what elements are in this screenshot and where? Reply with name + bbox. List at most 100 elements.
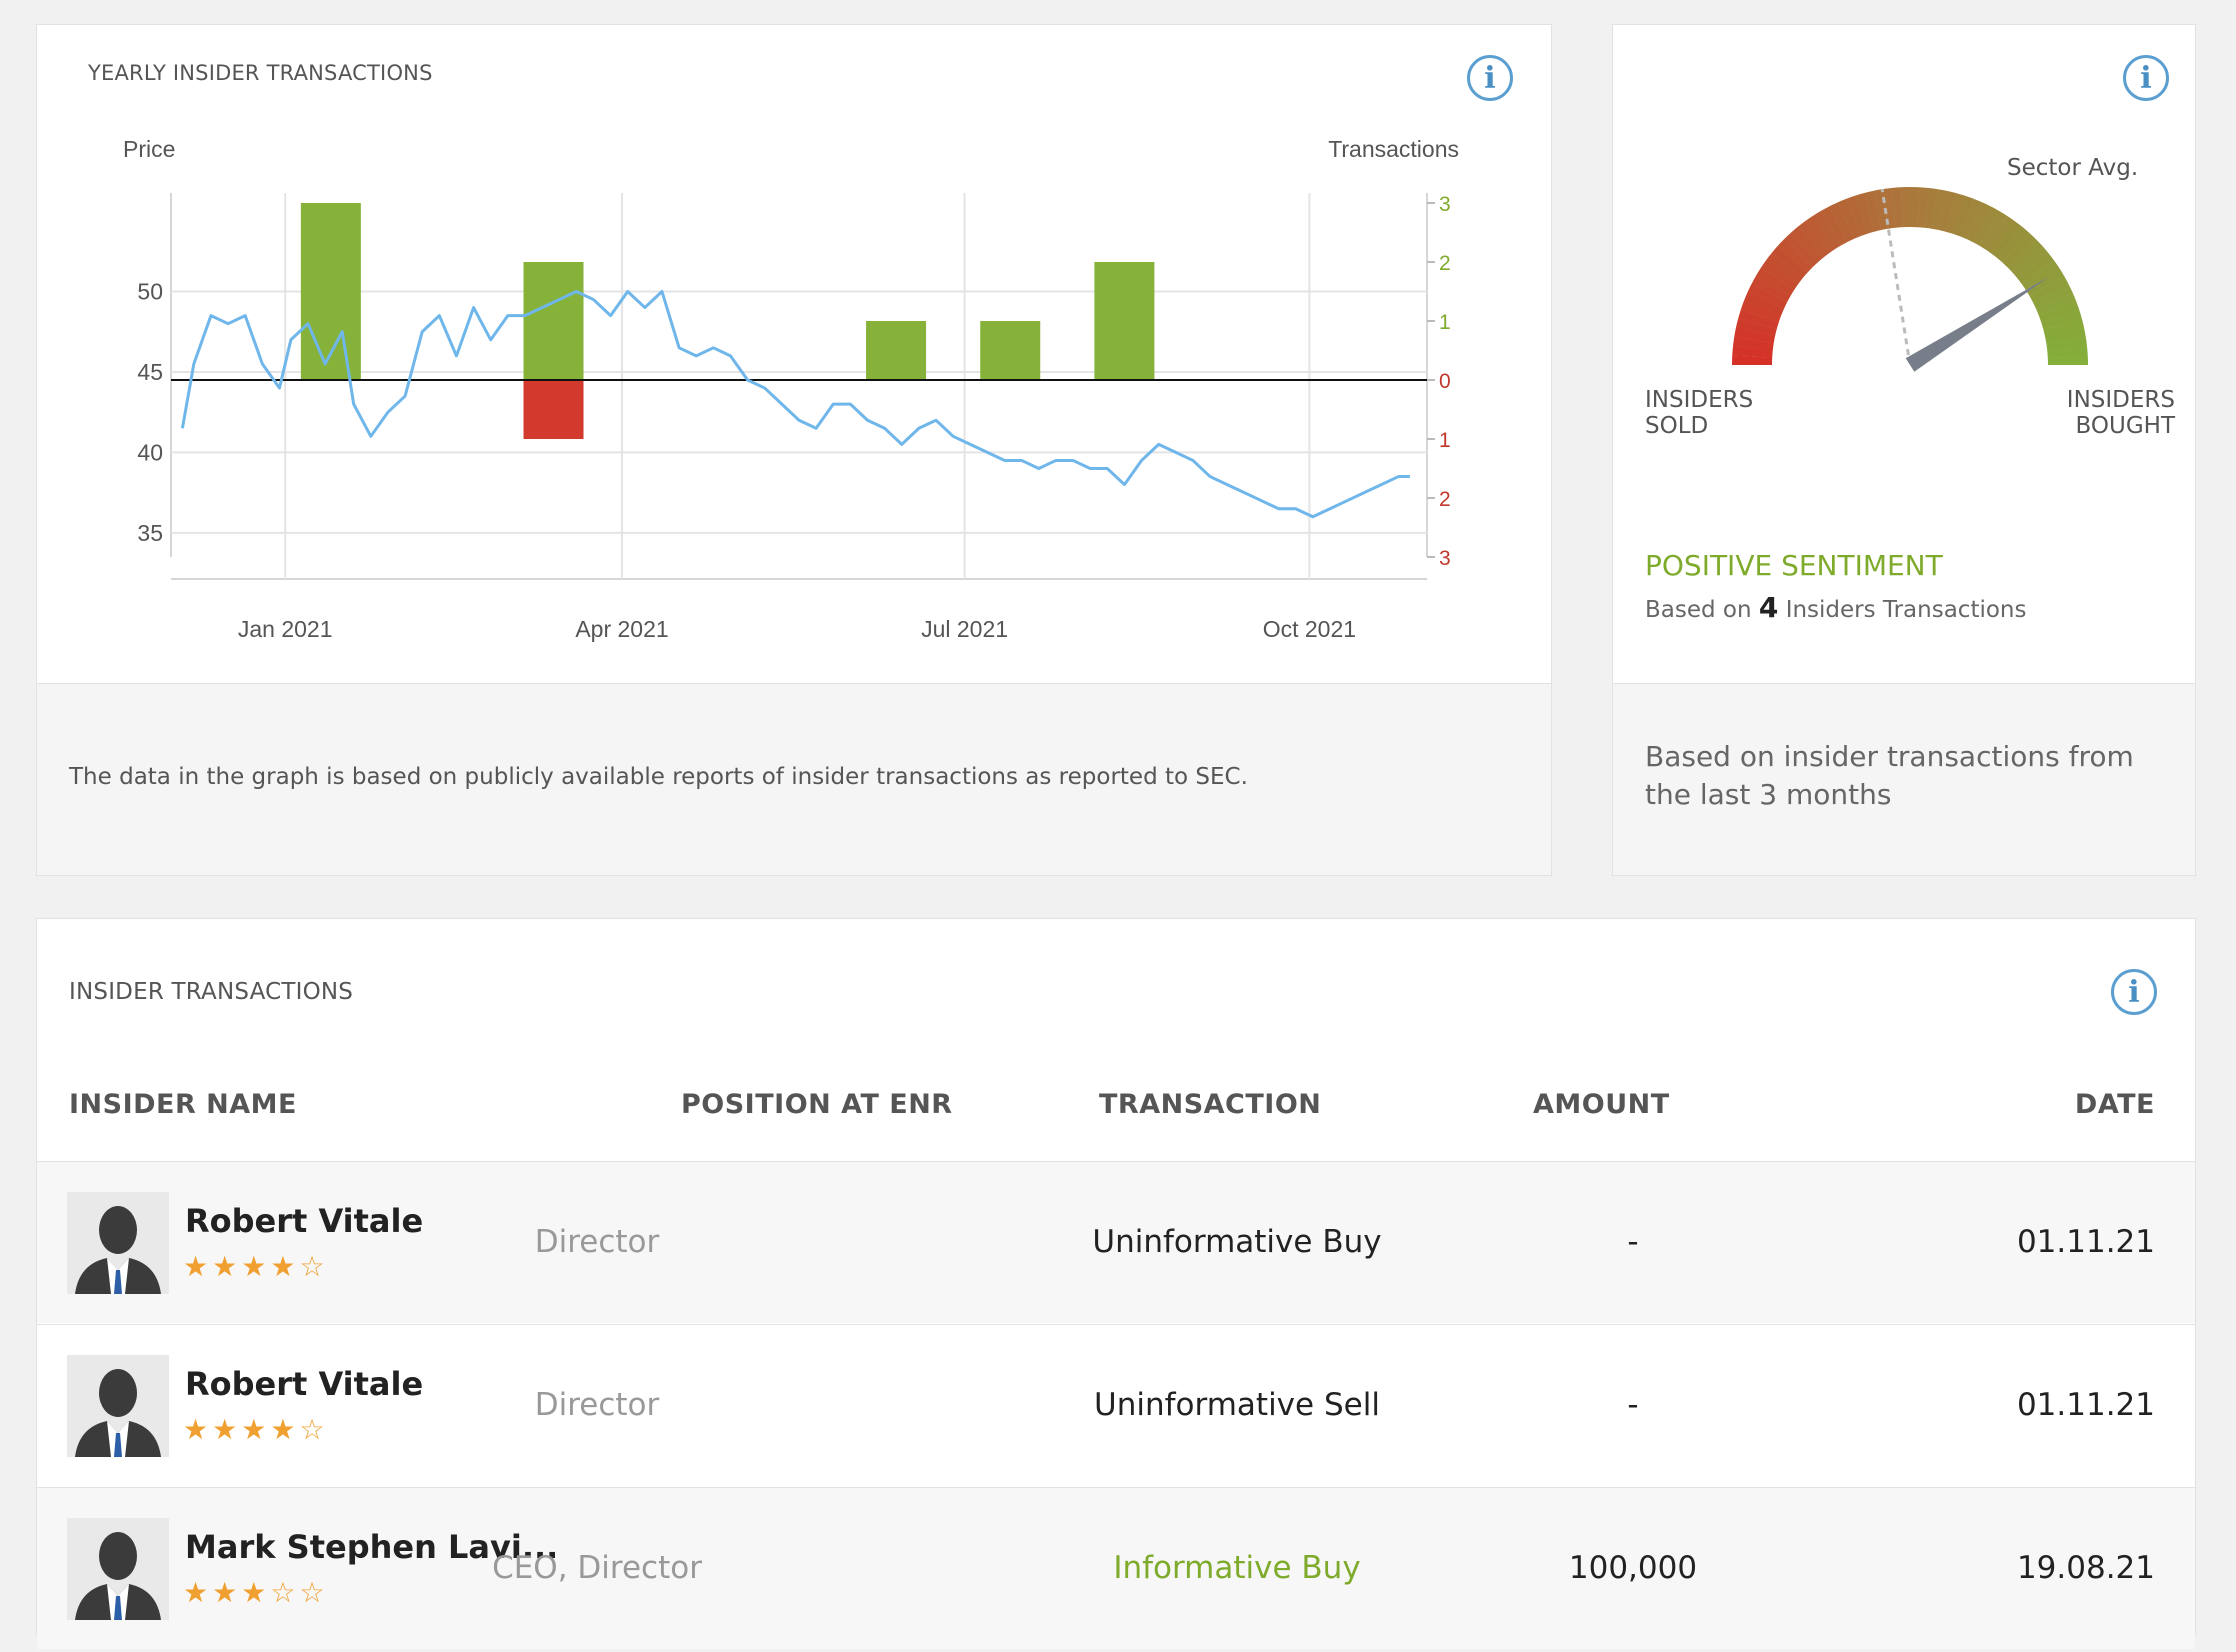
gauge-arc-segment	[2029, 276, 2069, 303]
amount-cell: 100,000	[1568, 1550, 1698, 1586]
date-cell: 19.08.21	[2016, 1550, 2155, 1586]
right-tick-label: 1	[1439, 429, 1451, 452]
table-row[interactable]: Robert Vitale ★★★★☆ Director Uninformative …	[37, 1161, 2195, 1323]
left-tick-label: 50	[137, 279, 163, 305]
right-tick-label: 0	[1439, 370, 1451, 393]
chart-footnote: The data in the graph is based on public…	[69, 764, 1248, 790]
sentiment-footnote: Based on insider transactions from the l…	[1645, 740, 2134, 811]
gauge-arc-segment	[1760, 260, 1799, 290]
x-tick-label: Jul 2021	[921, 616, 1008, 642]
star-filled-icon: ★	[270, 1250, 300, 1283]
amount-cell: -	[1627, 1224, 1639, 1260]
gauge-arc-segment	[1996, 226, 2030, 263]
gauge-arc-segment	[1732, 346, 1773, 358]
info-icon[interactable]: i	[2111, 969, 2157, 1015]
star-filled-icon: ★	[212, 1413, 242, 1446]
gauge-arc-segment	[2017, 252, 2055, 285]
gauge-arc-segment	[1863, 190, 1882, 232]
gauge-arc-segment	[1735, 318, 1777, 337]
rating-stars: ★★★★☆	[183, 1413, 329, 1446]
position-cell: Director	[534, 1224, 660, 1260]
star-filled-icon: ★	[183, 1576, 213, 1609]
gauge-arc-segment	[1732, 355, 1773, 365]
gauge-arc-segment	[2007, 239, 2043, 273]
gauge-arc-segment	[1872, 189, 1889, 231]
gauge-arc-segment	[1755, 267, 1795, 296]
gauge-arc-segment	[1751, 275, 1791, 303]
left-tick-label: 45	[137, 359, 163, 385]
gauge-arc-segment	[1938, 190, 1957, 232]
insider-chart: 35 40 45 50 Jan 2021 Apr 2021 Jul 2021 Oct 2021…	[123, 136, 1459, 642]
avatar	[67, 1355, 169, 1457]
gauge-arc-segment	[2044, 327, 2086, 344]
gauge-arc-segment	[2047, 346, 2088, 358]
gauge-arc-segment	[1917, 187, 1929, 228]
star-empty-icon: ☆	[299, 1250, 329, 1283]
gauge-arc-segment	[1790, 226, 1824, 263]
table-row[interactable]: Robert Vitale ★★★★☆ Director Uninformative …	[37, 1324, 2195, 1486]
header-date[interactable]: DATE	[2074, 1089, 2155, 1120]
right-tick-label: 3	[1439, 193, 1451, 216]
table-row[interactable]: Mark Stephen Lavi... ★★★☆☆ CEO, Director In…	[37, 1487, 2195, 1649]
gauge-arc-segment	[1966, 202, 1991, 243]
gauge-arc-segment	[2036, 292, 2077, 316]
x-tick-label: Jan 2021	[238, 616, 333, 642]
gauge-arc-segment	[1732, 336, 1774, 351]
insiders-bought-label: INSIDERS BOUGHT	[2066, 387, 2175, 439]
star-empty-icon: ☆	[270, 1576, 300, 1609]
gauge-arc-segment	[1959, 198, 1983, 239]
star-filled-icon: ★	[183, 1413, 213, 1446]
gauge-arc-segment	[1771, 245, 1808, 279]
gauge-arc-segment	[1837, 198, 1861, 239]
star-filled-icon: ★	[241, 1576, 271, 1609]
gauge-arc-segment	[1797, 220, 1830, 258]
rating-stars: ★★★☆☆	[183, 1576, 329, 1609]
sector-average-marker	[1880, 188, 1910, 356]
left-tick-label: 40	[137, 439, 163, 465]
avatar	[67, 1518, 169, 1620]
gauge-arc-segment	[2041, 309, 2082, 330]
header-insider-name[interactable]: INSIDER NAME	[69, 1089, 297, 1120]
star-filled-icon: ★	[183, 1250, 213, 1283]
gauge-arc-segment	[1854, 193, 1875, 234]
date-cell: 01.11.21	[2016, 1224, 2155, 1260]
gauge-arc-segment	[2043, 318, 2085, 337]
panel-title: YEARLY INSIDER TRANSACTIONS	[88, 61, 433, 85]
buy-bar	[980, 321, 1041, 380]
price-line	[180, 290, 1410, 519]
gauge-arc-segment	[1972, 206, 2000, 246]
gauge-arc-segment	[1777, 239, 1813, 273]
sentiment-panel: i Sector Avg. INSIDERS SOLD INSIDERS BOU…	[1612, 24, 2196, 876]
gauge-arc-segment	[1740, 301, 1782, 323]
gauge-arc-segment	[1734, 327, 1776, 344]
star-filled-icon: ★	[212, 1576, 242, 1609]
x-tick-label: Oct 2021	[1263, 616, 1356, 642]
info-icon[interactable]: i	[1467, 55, 1513, 101]
sell-bar	[523, 380, 584, 439]
gauge-arc-segment	[1821, 206, 1848, 246]
header-amount[interactable]: AMOUNT	[1533, 1089, 1670, 1120]
gauge-arc-segment	[2025, 268, 2065, 297]
gauge-arc-segment	[2021, 260, 2060, 290]
date-cell: 01.11.21	[2016, 1387, 2155, 1423]
transaction-cell: Uninformative Buy	[1092, 1224, 1382, 1260]
rating-stars: ★★★★☆	[183, 1250, 329, 1283]
header-position[interactable]: POSITION AT ENR	[681, 1089, 953, 1120]
avatar	[67, 1192, 169, 1294]
gauge-arc-segment	[1931, 189, 1948, 231]
info-icon[interactable]: i	[2123, 55, 2169, 101]
insider-name[interactable]: Robert Vitale	[185, 1365, 424, 1403]
gauge-arc-segment	[2002, 232, 2036, 268]
sentiment-gauge	[1732, 187, 2088, 372]
panel-title: INSIDER TRANSACTIONS	[69, 979, 354, 1005]
insider-name[interactable]: Mark Stephen Lavi...	[185, 1528, 559, 1566]
gauge-arc-segment	[2032, 284, 2073, 310]
insider-name[interactable]: Robert Vitale	[185, 1202, 424, 1240]
right-tick-label: 3	[1439, 547, 1451, 570]
insiders-sold-label: INSIDERS SOLD	[1645, 387, 1754, 439]
x-tick-label: Apr 2021	[575, 616, 668, 642]
star-filled-icon: ★	[241, 1413, 271, 1446]
gauge-arc-segment	[1945, 193, 1966, 234]
header-transaction[interactable]: TRANSACTION	[1099, 1089, 1322, 1120]
transaction-cell: Informative Buy	[1113, 1550, 1361, 1586]
